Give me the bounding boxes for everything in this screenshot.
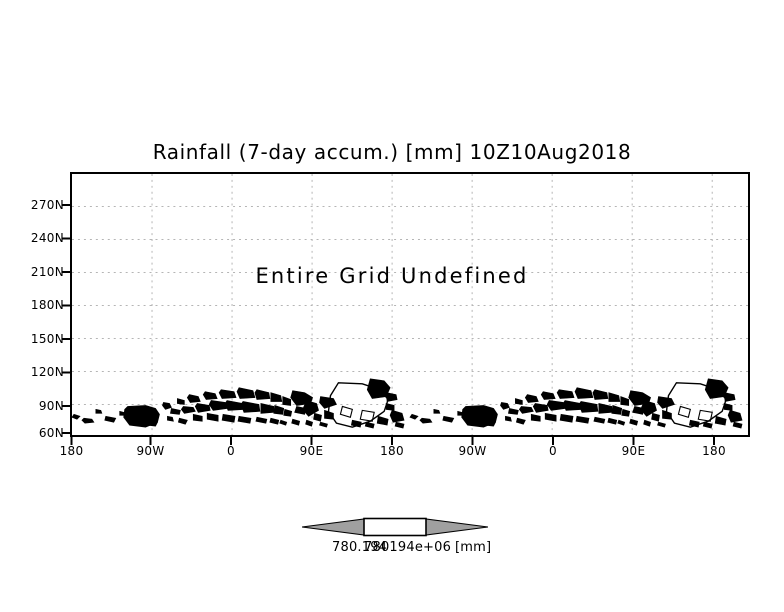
colorbar-max-label: 780194e+06 bbox=[364, 540, 452, 555]
vertical-gridlines bbox=[151, 174, 713, 435]
coastline-outlines bbox=[72, 378, 743, 429]
x-tick-label-1: 90W bbox=[136, 444, 165, 458]
colorbar-units-label: [mm] bbox=[455, 540, 492, 555]
x-tick-label-5: 90W bbox=[458, 444, 487, 458]
colorbar-tick-labels: 780.194 780194e+06 [mm] bbox=[0, 540, 784, 558]
x-tick-label-7: 90E bbox=[621, 444, 646, 458]
x-axis-labels: 180 90W 0 90E 180 90W 0 90E 180 bbox=[0, 444, 784, 462]
y-tick-label-90n: 90N bbox=[38, 399, 64, 413]
y-axis-labels: 270N 240N 210N 180N 150N 120N 90N 60N bbox=[0, 172, 64, 440]
y-tick-label-150n: 150N bbox=[30, 332, 64, 346]
map-plot-area[interactable] bbox=[70, 172, 750, 437]
x-tick-label-0: 180 bbox=[59, 444, 84, 458]
y-tick-label-180n: 180N bbox=[30, 298, 64, 312]
colorbar[interactable] bbox=[301, 514, 489, 540]
y-tick-label-240n: 240N bbox=[30, 231, 64, 245]
colorbar-under-arrow[interactable] bbox=[301, 518, 365, 536]
horizontal-gridlines bbox=[72, 206, 748, 405]
colorbar-min-label: 780.194 bbox=[332, 540, 388, 555]
y-tick-label-120n: 120N bbox=[30, 365, 64, 379]
map-graticule-and-coastlines bbox=[72, 174, 748, 435]
y-tick-label-270n: 270N bbox=[30, 198, 64, 212]
y-tick-label-210n: 210N bbox=[30, 265, 64, 279]
x-tick-label-4: 180 bbox=[380, 444, 404, 458]
x-axis-ticks bbox=[70, 437, 715, 445]
colorbar-swatch[interactable] bbox=[363, 517, 427, 537]
colorbar-over-arrow[interactable] bbox=[425, 518, 489, 536]
x-tick-label-8: 180 bbox=[702, 444, 726, 458]
x-tick-label-3: 90E bbox=[299, 444, 324, 458]
x-tick-label-2: 0 bbox=[227, 444, 235, 458]
colorbar-graphic[interactable] bbox=[301, 514, 489, 540]
page-title: Rainfall (7-day accum.) [mm] 10Z10Aug201… bbox=[152, 140, 632, 164]
undefined-grid-message: Entire Grid Undefined bbox=[255, 264, 529, 288]
y-axis-ticks bbox=[62, 204, 72, 434]
y-tick-label-60n: 60N bbox=[38, 426, 64, 440]
x-tick-label-6: 0 bbox=[549, 444, 557, 458]
